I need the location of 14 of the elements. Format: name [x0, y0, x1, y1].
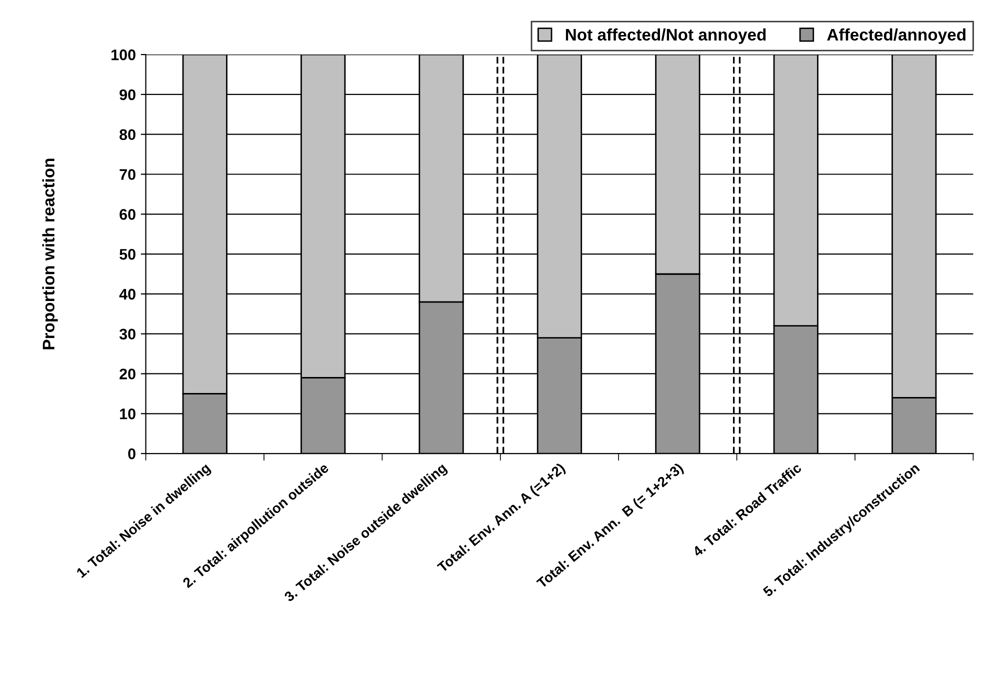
- y-axis-title: Proportion with reaction: [42, 158, 58, 350]
- y-tick-label: 60: [120, 209, 136, 220]
- y-tick-label: 10: [120, 408, 136, 420]
- y-tick-label: 0: [128, 448, 136, 460]
- legend-label: Affected/annoyed: [827, 28, 966, 44]
- y-tick-label: 100: [112, 49, 136, 60]
- y-tick-label: 80: [120, 129, 136, 140]
- legend-label: Not affected/Not annoyed: [566, 28, 766, 44]
- y-tick-label: 70: [120, 169, 136, 180]
- y-tick-label: 30: [119, 328, 136, 340]
- y-tick-label: 50: [120, 248, 136, 260]
- y-tick-label: 40: [119, 288, 136, 300]
- y-tick-label: 90: [120, 89, 136, 100]
- y-tick-label: 20: [120, 368, 136, 380]
